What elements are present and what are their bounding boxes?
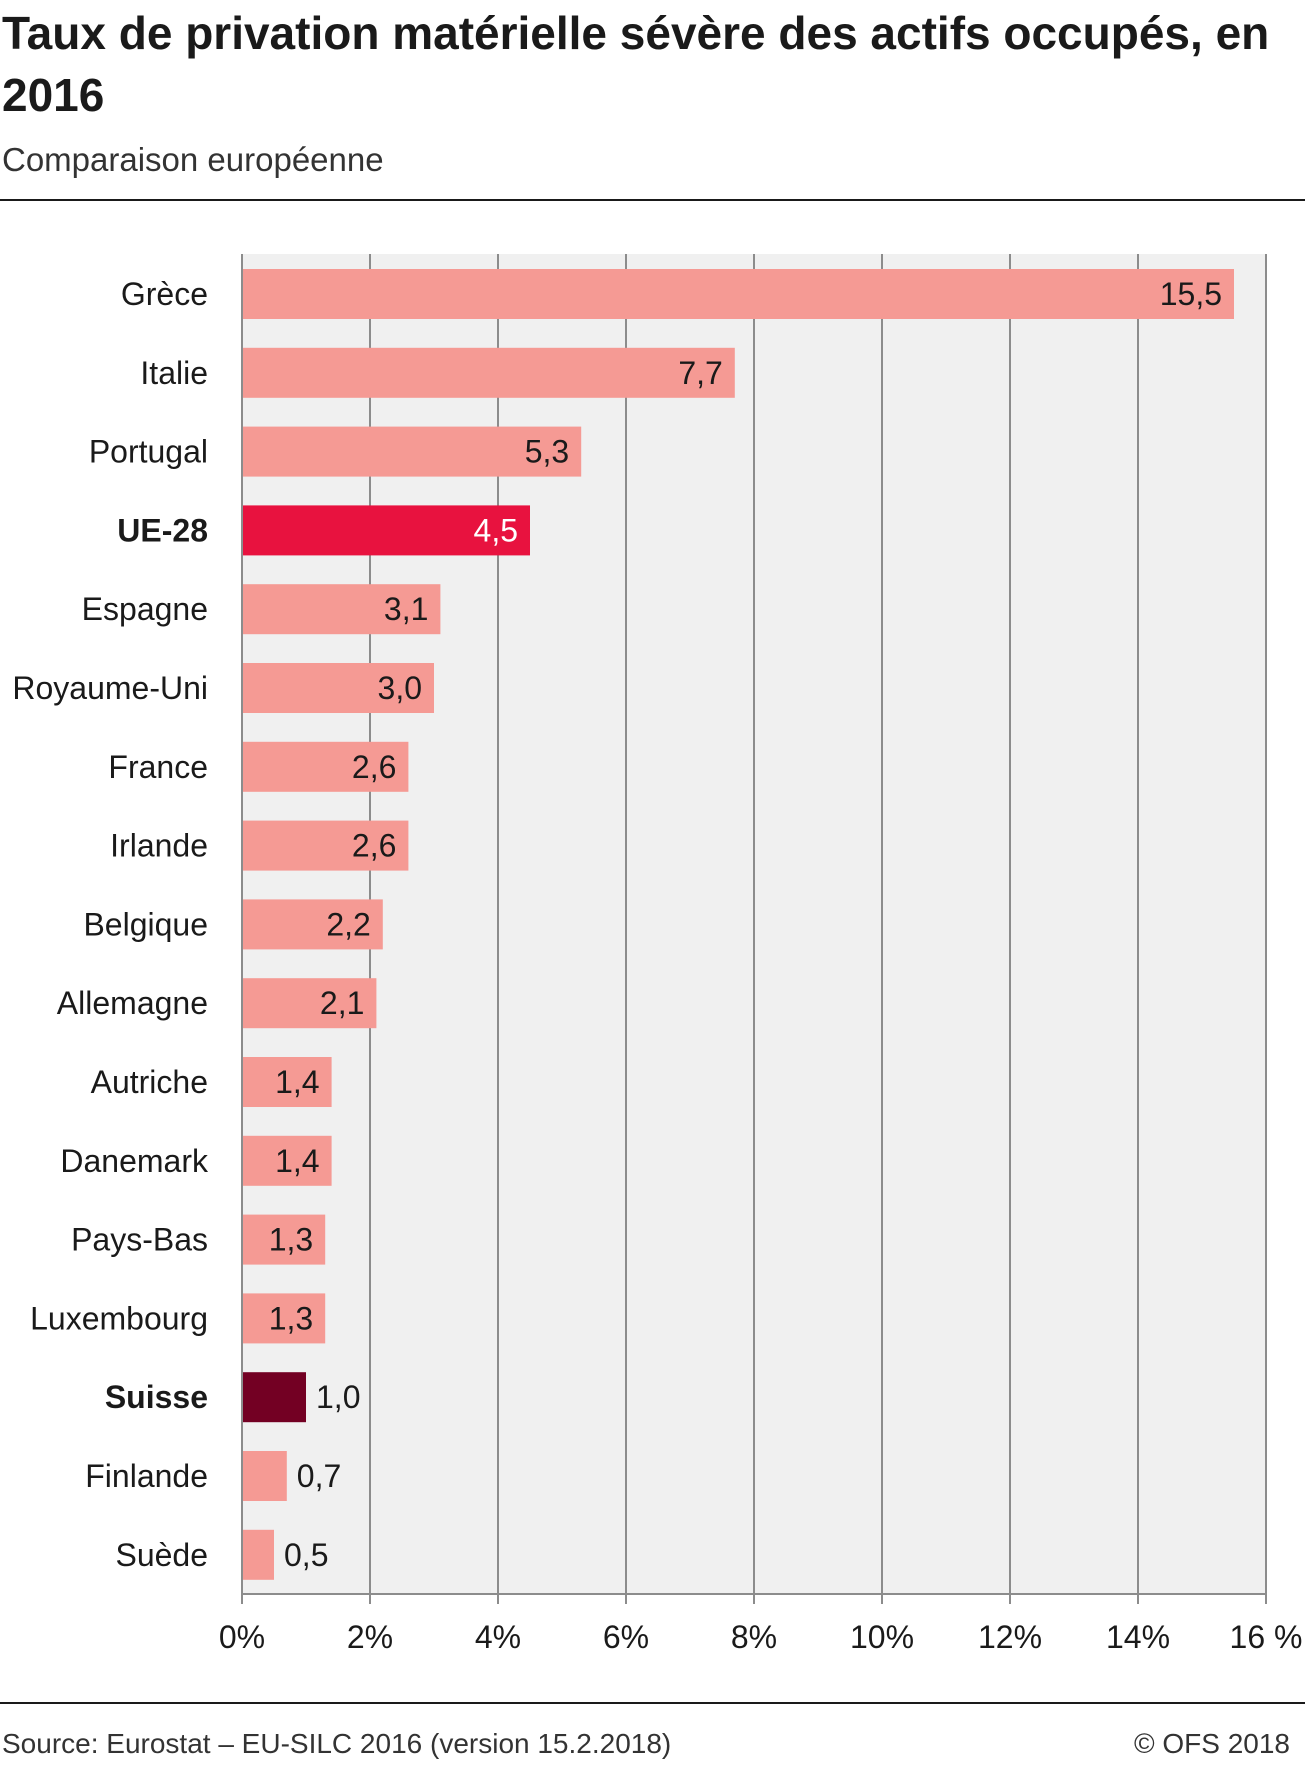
tick-label: 6% xyxy=(603,1619,649,1655)
chart-title: Taux de privation matérielle sévère des … xyxy=(2,7,1270,121)
bar xyxy=(242,1529,274,1580)
bar xyxy=(242,426,582,477)
bar xyxy=(242,347,735,398)
data-label: 2,2 xyxy=(326,906,370,942)
category-label: Irlande xyxy=(110,828,208,864)
category-label: Royaume-Uni xyxy=(12,670,208,706)
bar xyxy=(242,505,530,556)
category-label: UE-28 xyxy=(117,512,208,548)
copyright-note: © OFS 2018 xyxy=(1133,1728,1290,1759)
category-label: Grèce xyxy=(121,276,208,312)
data-label: 2,6 xyxy=(352,828,396,864)
data-label: 2,1 xyxy=(320,985,364,1021)
bar xyxy=(242,1293,326,1344)
data-label: 1,3 xyxy=(269,1300,313,1336)
category-label: Italie xyxy=(140,355,208,391)
chart-subtitle: Comparaison européenne xyxy=(2,141,384,178)
category-label: Autriche xyxy=(91,1064,208,1100)
data-label: 0,7 xyxy=(297,1458,341,1494)
category-label: Finlande xyxy=(85,1458,208,1494)
bar xyxy=(242,899,383,950)
bar xyxy=(242,820,409,871)
category-label: Suisse xyxy=(105,1379,208,1415)
category-label: France xyxy=(108,749,208,785)
category-label: Belgique xyxy=(83,906,208,942)
bar xyxy=(242,269,1234,319)
tick-label: 0% xyxy=(219,1619,265,1655)
tick-label: 4% xyxy=(475,1619,521,1655)
category-label: Portugal xyxy=(89,434,208,470)
data-label: 7,7 xyxy=(678,355,722,391)
bar xyxy=(242,1057,332,1107)
category-label: Danemark xyxy=(60,1143,209,1179)
tick-label: 10% xyxy=(850,1619,914,1655)
data-label: 3,0 xyxy=(378,670,422,706)
category-label: Pays-Bas xyxy=(71,1222,208,1258)
data-label: 5,3 xyxy=(525,434,569,470)
data-label: 1,0 xyxy=(316,1379,360,1415)
category-label: Luxembourg xyxy=(30,1300,208,1336)
bar-chart: Grèce 15,5 Italie 7,7 Portugal 5,3 UE-28 4,5 Esp… xyxy=(12,254,1303,1655)
data-label: 15,5 xyxy=(1160,276,1222,312)
data-label: 1,3 xyxy=(269,1222,313,1258)
tick-label: 14% xyxy=(1106,1619,1170,1655)
bar xyxy=(242,663,434,713)
tick-label: 16 % xyxy=(1230,1619,1303,1655)
tick-label: 8% xyxy=(731,1619,777,1655)
category-label: Espagne xyxy=(82,591,208,627)
bar xyxy=(242,1372,306,1423)
data-label: 4,5 xyxy=(474,512,518,548)
data-label: 0,5 xyxy=(284,1537,328,1573)
data-label: 2,6 xyxy=(352,749,396,785)
bottom-divider xyxy=(0,1702,1305,1704)
bar xyxy=(242,584,441,635)
bar xyxy=(242,1214,326,1265)
data-label: 1,4 xyxy=(275,1064,319,1100)
data-label: 1,4 xyxy=(275,1143,319,1179)
category-label: Suède xyxy=(115,1537,208,1573)
bar xyxy=(242,1135,332,1186)
source-note: Source: Eurostat – EU-SILC 2016 (version… xyxy=(2,1728,672,1759)
tick-label: 12% xyxy=(978,1619,1042,1655)
category-label: Allemagne xyxy=(57,985,208,1021)
bar xyxy=(242,741,409,792)
top-divider xyxy=(0,199,1305,201)
data-label: 3,1 xyxy=(384,591,428,627)
bar xyxy=(242,1451,287,1501)
bar xyxy=(242,978,377,1029)
tick-label: 2% xyxy=(347,1619,393,1655)
